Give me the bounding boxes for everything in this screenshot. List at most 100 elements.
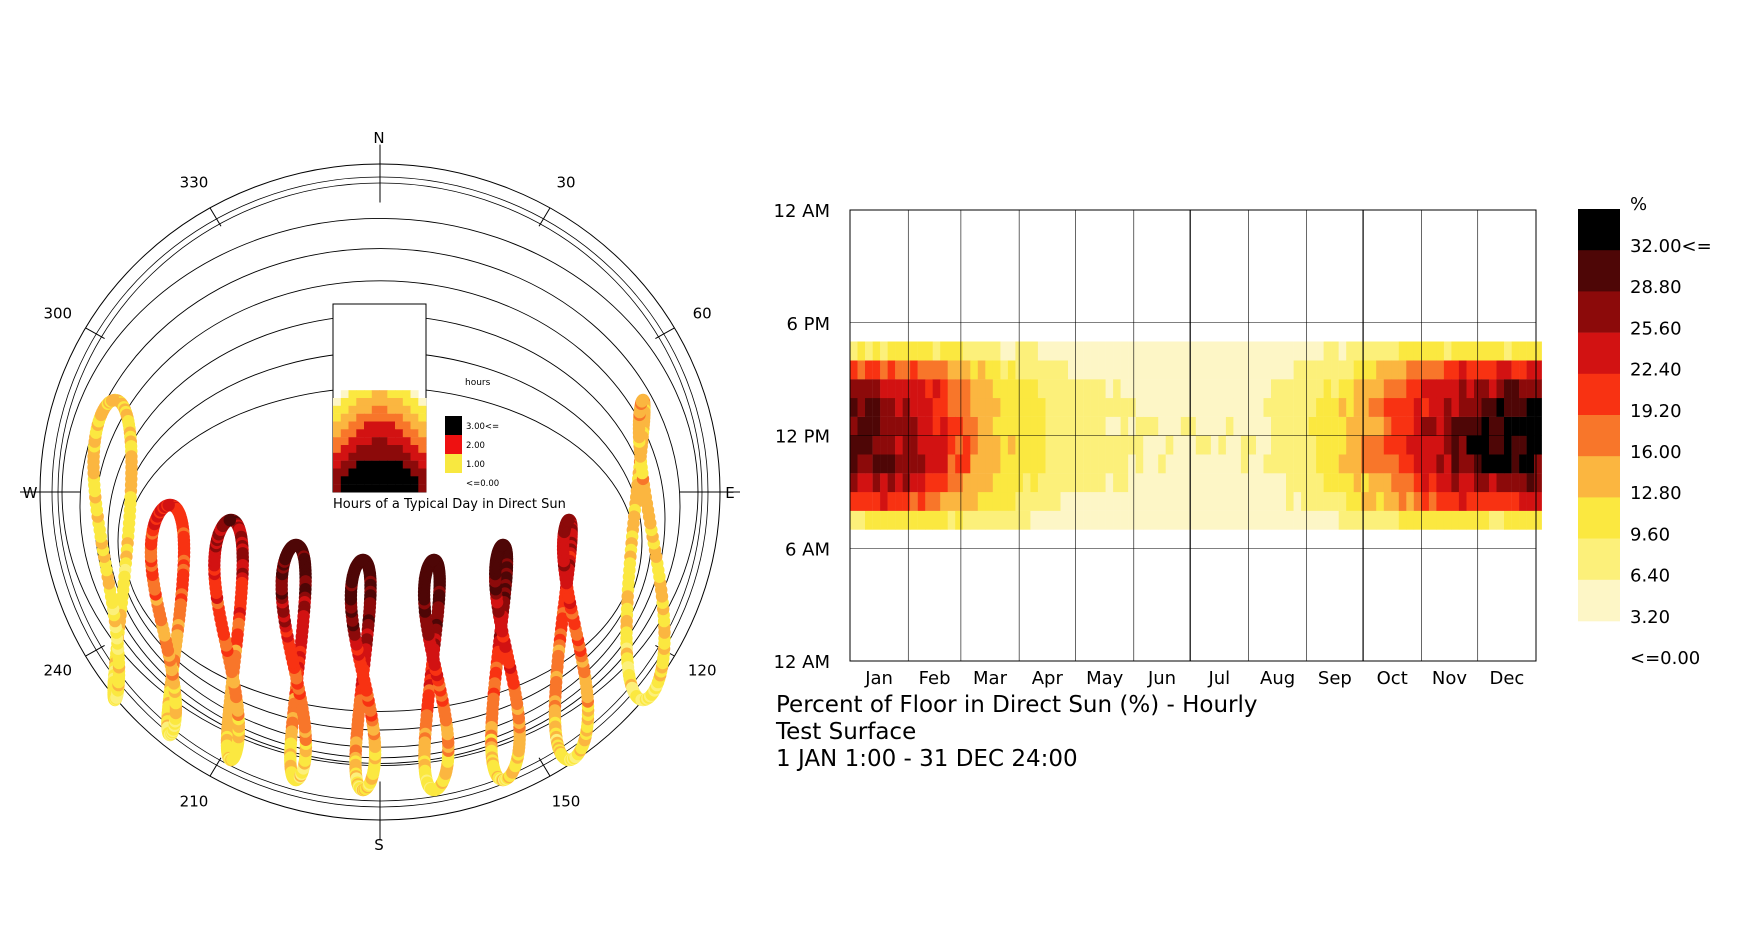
heatmap-cell bbox=[1398, 397, 1407, 417]
heatmap-cell bbox=[1534, 341, 1542, 361]
inset-cell bbox=[395, 468, 404, 477]
heatmap-cell bbox=[1368, 341, 1377, 361]
heatmap-cell bbox=[1413, 379, 1422, 399]
heatmap-cell bbox=[1090, 510, 1099, 530]
heatmap-cell bbox=[925, 397, 933, 417]
heatmap-cell bbox=[902, 379, 911, 399]
inset-cell bbox=[402, 390, 411, 399]
heatmap-cell bbox=[1210, 491, 1219, 511]
legend-label: 25.60 bbox=[1630, 318, 1682, 339]
sun-path-diagram: N S E W 30 60 120 150 210 240 300 330 hours 3.0… bbox=[20, 129, 740, 854]
heatmap-cell bbox=[880, 510, 888, 530]
heatmap-cell bbox=[1188, 435, 1197, 455]
heatmap-cell bbox=[1338, 473, 1347, 493]
heatmap-cell bbox=[1037, 473, 1046, 493]
heatmap-cell bbox=[977, 473, 986, 493]
heatmap-cell bbox=[1218, 360, 1227, 380]
heatmap-cell bbox=[1188, 416, 1197, 436]
heatmap-cell bbox=[1210, 341, 1219, 361]
heatmap-cell bbox=[880, 473, 888, 493]
heatmap-cell bbox=[1376, 454, 1384, 474]
heatmap-cell bbox=[1068, 435, 1076, 455]
heatmap-cell bbox=[1060, 379, 1069, 399]
heatmap-cell bbox=[1233, 510, 1242, 530]
heatmap-cell bbox=[1451, 510, 1460, 530]
inset-cell bbox=[387, 476, 396, 485]
inset-cell bbox=[333, 484, 342, 493]
heatmap-cell bbox=[1428, 416, 1437, 436]
heatmap-cell bbox=[1466, 435, 1475, 455]
heatmap-cell bbox=[1489, 454, 1497, 474]
azimuth-label: 300 bbox=[43, 304, 72, 322]
heatmap-cell bbox=[1188, 454, 1197, 474]
heatmap-cell bbox=[917, 360, 926, 380]
heatmap-cell bbox=[1030, 341, 1039, 361]
legend-label: 6.40 bbox=[1630, 566, 1670, 587]
heatmap-cell bbox=[1293, 473, 1302, 493]
heatmap-cell bbox=[955, 454, 963, 474]
heatmap-cell bbox=[1060, 416, 1069, 436]
inset-cell bbox=[348, 421, 357, 430]
heatmap-cell bbox=[992, 473, 1001, 493]
heatmap-cell bbox=[977, 510, 986, 530]
legend-swatch bbox=[1578, 456, 1620, 498]
azimuth-labels: 30 60 120 150 210 240 300 330 bbox=[43, 174, 716, 811]
inset-cell bbox=[418, 429, 427, 438]
heatmap-cell bbox=[1218, 491, 1227, 511]
heatmap-cell bbox=[1256, 435, 1264, 455]
heatmap-cell bbox=[1331, 491, 1339, 511]
heatmap-cell bbox=[1466, 341, 1475, 361]
heatmap-cell bbox=[970, 491, 979, 511]
heatmap-cell bbox=[1308, 360, 1317, 380]
heatmap-cell bbox=[1534, 360, 1542, 380]
heatmap-cell bbox=[1458, 341, 1467, 361]
heatmap-cell bbox=[947, 379, 956, 399]
heatmap-cell bbox=[1331, 454, 1339, 474]
heatmap-cell bbox=[1443, 397, 1452, 417]
typical-day-inset: hours 3.00<= 2.00 1.00 <=0.00 Hours of a Ty… bbox=[332, 303, 566, 512]
heatmap-cell bbox=[1135, 454, 1144, 474]
heatmap-cell bbox=[1368, 473, 1377, 493]
heatmap-cell bbox=[1376, 510, 1384, 530]
chart-period: 1 JAN 1:00 - 31 DEC 24:00 bbox=[776, 746, 1078, 772]
heatmap-cell bbox=[1489, 435, 1497, 455]
heatmap-cell bbox=[872, 473, 881, 493]
heatmap-cell bbox=[1060, 397, 1069, 417]
heatmap-cell bbox=[1511, 491, 1520, 511]
legend-unit: % bbox=[1630, 194, 1647, 215]
heatmap-cell bbox=[1511, 510, 1520, 530]
heatmap-cell bbox=[1368, 416, 1377, 436]
heatmap-cell bbox=[1428, 397, 1437, 417]
heatmap-cell bbox=[872, 435, 881, 455]
heatmap-cell bbox=[1496, 360, 1505, 380]
inset-cell bbox=[348, 445, 357, 454]
heatmap-cell bbox=[872, 454, 881, 474]
heatmap-cell bbox=[1413, 360, 1422, 380]
heatmap-cell bbox=[1090, 435, 1099, 455]
heatmap-cell bbox=[917, 341, 926, 361]
inset-cell bbox=[402, 460, 411, 469]
heatmap-cell bbox=[857, 397, 866, 417]
heatmap-cell bbox=[1030, 473, 1039, 493]
heatmap-cell bbox=[880, 454, 888, 474]
heatmap-cell bbox=[1218, 473, 1227, 493]
heatmap-cell bbox=[1428, 454, 1437, 474]
heatmap-cell bbox=[1098, 416, 1106, 436]
heatmap-cell bbox=[857, 473, 866, 493]
heatmap-cell bbox=[962, 454, 971, 474]
azimuth-tick bbox=[538, 757, 551, 777]
y-tick-label: 6 AM bbox=[785, 539, 830, 560]
heatmap-cell bbox=[1361, 473, 1369, 493]
heatmap-cell bbox=[1428, 360, 1437, 380]
inset-cell bbox=[364, 390, 373, 399]
heatmap-cell bbox=[910, 360, 918, 380]
heatmap-cell bbox=[1173, 360, 1182, 380]
heatmap-cell bbox=[1293, 454, 1302, 474]
heatmap-cell bbox=[1391, 454, 1400, 474]
heatmap-cell bbox=[992, 360, 1001, 380]
inset-legend-swatch bbox=[445, 416, 462, 435]
heatmap-cell bbox=[1338, 341, 1347, 361]
heatmap-cell bbox=[1398, 416, 1407, 436]
heatmap-cell bbox=[1361, 416, 1369, 436]
inset-cell bbox=[395, 476, 404, 485]
